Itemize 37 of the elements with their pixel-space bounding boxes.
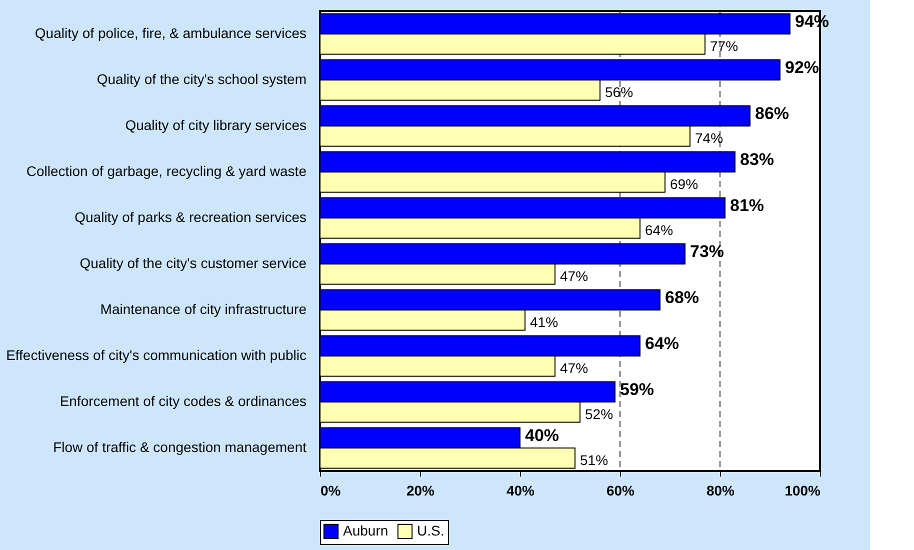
data-label: 73% [690, 242, 724, 261]
x-tick-label: 0% [320, 482, 342, 498]
y-tick-label: Quality of police, fire, & ambulance services [34, 25, 306, 41]
data-label: 52% [585, 406, 614, 422]
data-label: 74% [695, 130, 724, 146]
data-label: 77% [710, 38, 738, 54]
legend-label: Auburn [343, 522, 388, 538]
data-label: 64% [645, 334, 680, 353]
data-label: 41% [530, 314, 558, 330]
y-tick-label: Effectiveness of city's communication with public [6, 347, 306, 363]
x-tick-label: 60% [606, 482, 636, 498]
y-tick-label: Quality of parks & recreation services [74, 209, 306, 225]
data-label: 51% [580, 452, 608, 468]
data-label: 86% [755, 104, 790, 123]
data-label: 83% [740, 150, 774, 169]
x-tick-label: 40% [506, 482, 536, 498]
y-tick-label: Quality of city library services [125, 117, 306, 133]
data-label: 81% [730, 196, 764, 215]
data-label: 47% [560, 360, 588, 376]
data-label: 69% [670, 176, 698, 192]
data-label: 56% [605, 84, 634, 100]
y-tick-label: Quality of the city's customer service [80, 255, 307, 271]
y-tick-label: Quality of the city's school system [96, 71, 306, 87]
data-label: 59% [620, 380, 654, 399]
x-tick-label: 80% [706, 482, 736, 498]
x-tick-label: 20% [406, 482, 436, 498]
y-tick-label: Enforcement of city codes & ordinances [60, 393, 306, 409]
data-label: 47% [560, 268, 588, 284]
data-label: 40% [525, 426, 560, 445]
legend-label: U.S. [417, 522, 444, 538]
x-tick-label: 100% [784, 482, 822, 498]
y-tick-label: Maintenance of city infrastructure [100, 301, 307, 317]
data-label: 92% [785, 58, 820, 77]
y-tick-label: Collection of garbage, recycling & yard waste [26, 163, 307, 179]
data-label: 68% [665, 288, 700, 307]
y-tick-label: Flow of traffic & congestion management [53, 439, 307, 455]
data-label: 64% [645, 222, 674, 238]
